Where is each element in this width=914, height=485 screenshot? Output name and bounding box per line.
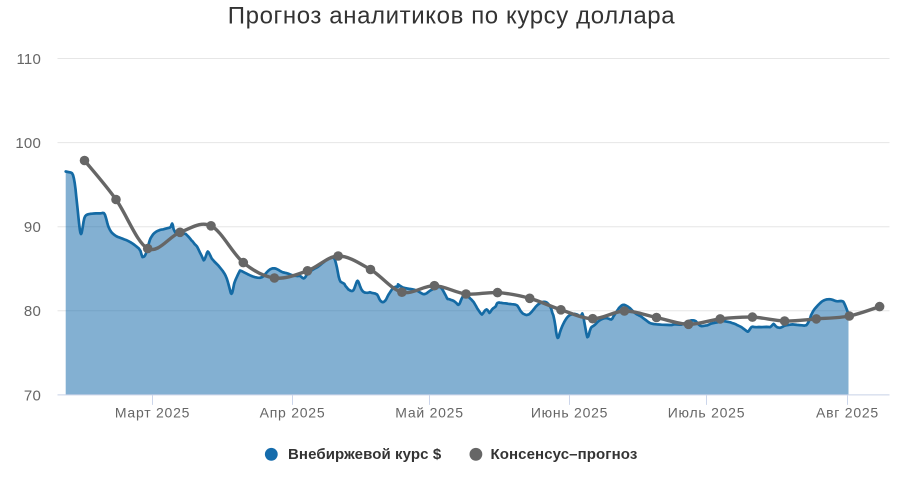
svg-text:Консенсус–прогноз: Консенсус–прогноз (491, 446, 638, 463)
svg-text:110: 110 (16, 51, 41, 68)
svg-text:100: 100 (15, 135, 41, 152)
svg-text:Март 2025: Март 2025 (115, 405, 190, 421)
svg-text:Июнь 2025: Июнь 2025 (531, 405, 608, 421)
svg-text:80: 80 (24, 303, 41, 320)
svg-text:Июль 2025: Июль 2025 (668, 405, 746, 421)
svg-text:Апр 2025: Апр 2025 (260, 405, 326, 421)
svg-text:70: 70 (24, 387, 41, 404)
svg-text:Авг 2025: Авг 2025 (816, 405, 879, 421)
svg-text:Внебиржевой курс $: Внебиржевой курс $ (288, 446, 442, 463)
svg-text:90: 90 (24, 219, 41, 236)
svg-text:Май 2025: Май 2025 (395, 405, 463, 421)
svg-text:Прогноз аналитиков по курсу до: Прогноз аналитиков по курсу доллара (228, 3, 675, 30)
